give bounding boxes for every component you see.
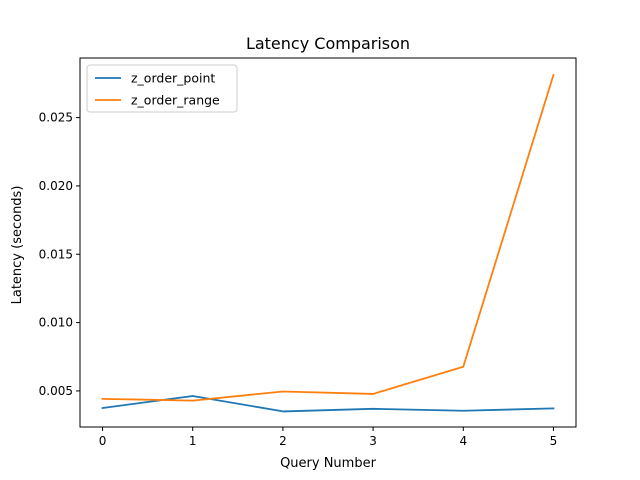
plot-frame xyxy=(79,57,577,428)
legend-label: z_order_range xyxy=(131,93,220,108)
legend: z_order_point z_order_range xyxy=(86,64,238,113)
series-line-z_order_point xyxy=(101,395,555,413)
x-tick-label: 2 xyxy=(279,434,287,448)
plot-area: 0 1 2 3 4 5 0.005 0.010 0.015 0.020 0.025 z_order_p… xyxy=(39,57,577,448)
chart-title: Latency Comparison xyxy=(246,34,410,53)
y-tick-label: 0.025 xyxy=(39,111,73,125)
y-axis-label: Latency (seconds) xyxy=(10,186,25,305)
x-tick-label: 0 xyxy=(99,434,107,448)
legend-box xyxy=(86,64,238,113)
series-line-z_order_range xyxy=(101,73,555,402)
legend-label: z_order_point xyxy=(131,71,215,86)
y-tick-label: 0.015 xyxy=(39,247,73,261)
y-tick-label: 0.010 xyxy=(39,316,73,330)
y-tick-label: 0.020 xyxy=(39,179,73,193)
x-tick-label: 1 xyxy=(189,434,197,448)
x-tick-label: 4 xyxy=(459,434,467,448)
x-tick-label: 5 xyxy=(550,434,558,448)
x-axis-label: Query Number xyxy=(280,456,377,471)
y-tick-label: 0.005 xyxy=(39,384,73,398)
x-tick-label: 3 xyxy=(369,434,377,448)
